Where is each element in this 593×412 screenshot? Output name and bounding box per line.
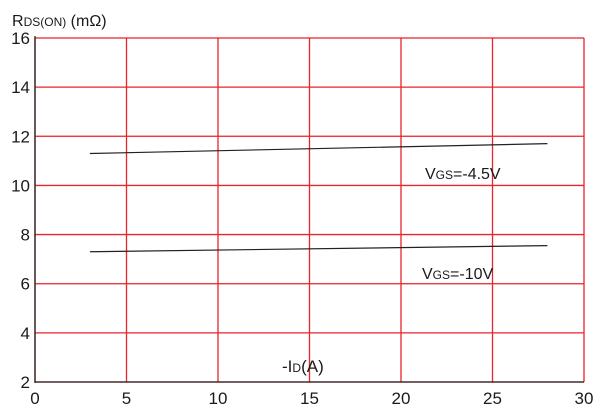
y-tick-label-4: 10 [11, 176, 30, 195]
series-line-0 [89, 143, 548, 155]
y-tick-label-3: 8 [21, 226, 30, 245]
grid [34, 36, 585, 383]
y-tick-label-5: 12 [11, 127, 30, 146]
y-tick-label-1: 4 [21, 324, 30, 343]
y-axis-label: RDS(ON) (mΩ) [12, 13, 107, 30]
x-tick-label-0: 0 [30, 389, 39, 408]
y-tick-label-7: 16 [11, 29, 30, 48]
y-tick-label-2: 6 [21, 275, 30, 294]
y-tick-label-6: 14 [11, 78, 30, 97]
series-label-vgs-10v: VGS=-10V [422, 266, 493, 283]
x-tick-label-2: 10 [209, 389, 228, 408]
x-tick-label-3: 15 [300, 389, 319, 408]
series-line-1 [89, 245, 548, 253]
y-tick-label-0: 2 [21, 373, 30, 392]
x-tick-label-6: 30 [575, 389, 593, 408]
series-lines [89, 143, 548, 253]
series-label-vgs-4-5v: VGS=-4.5V [425, 166, 501, 183]
tick-labels: 0 5 10 15 20 25 30 2 4 6 8 10 12 14 16 [11, 29, 593, 408]
x-axis-label: -ID(A) [282, 357, 324, 376]
x-tick-label-4: 20 [392, 389, 411, 408]
x-tick-label-5: 25 [483, 389, 502, 408]
x-tick-label-1: 5 [122, 389, 131, 408]
